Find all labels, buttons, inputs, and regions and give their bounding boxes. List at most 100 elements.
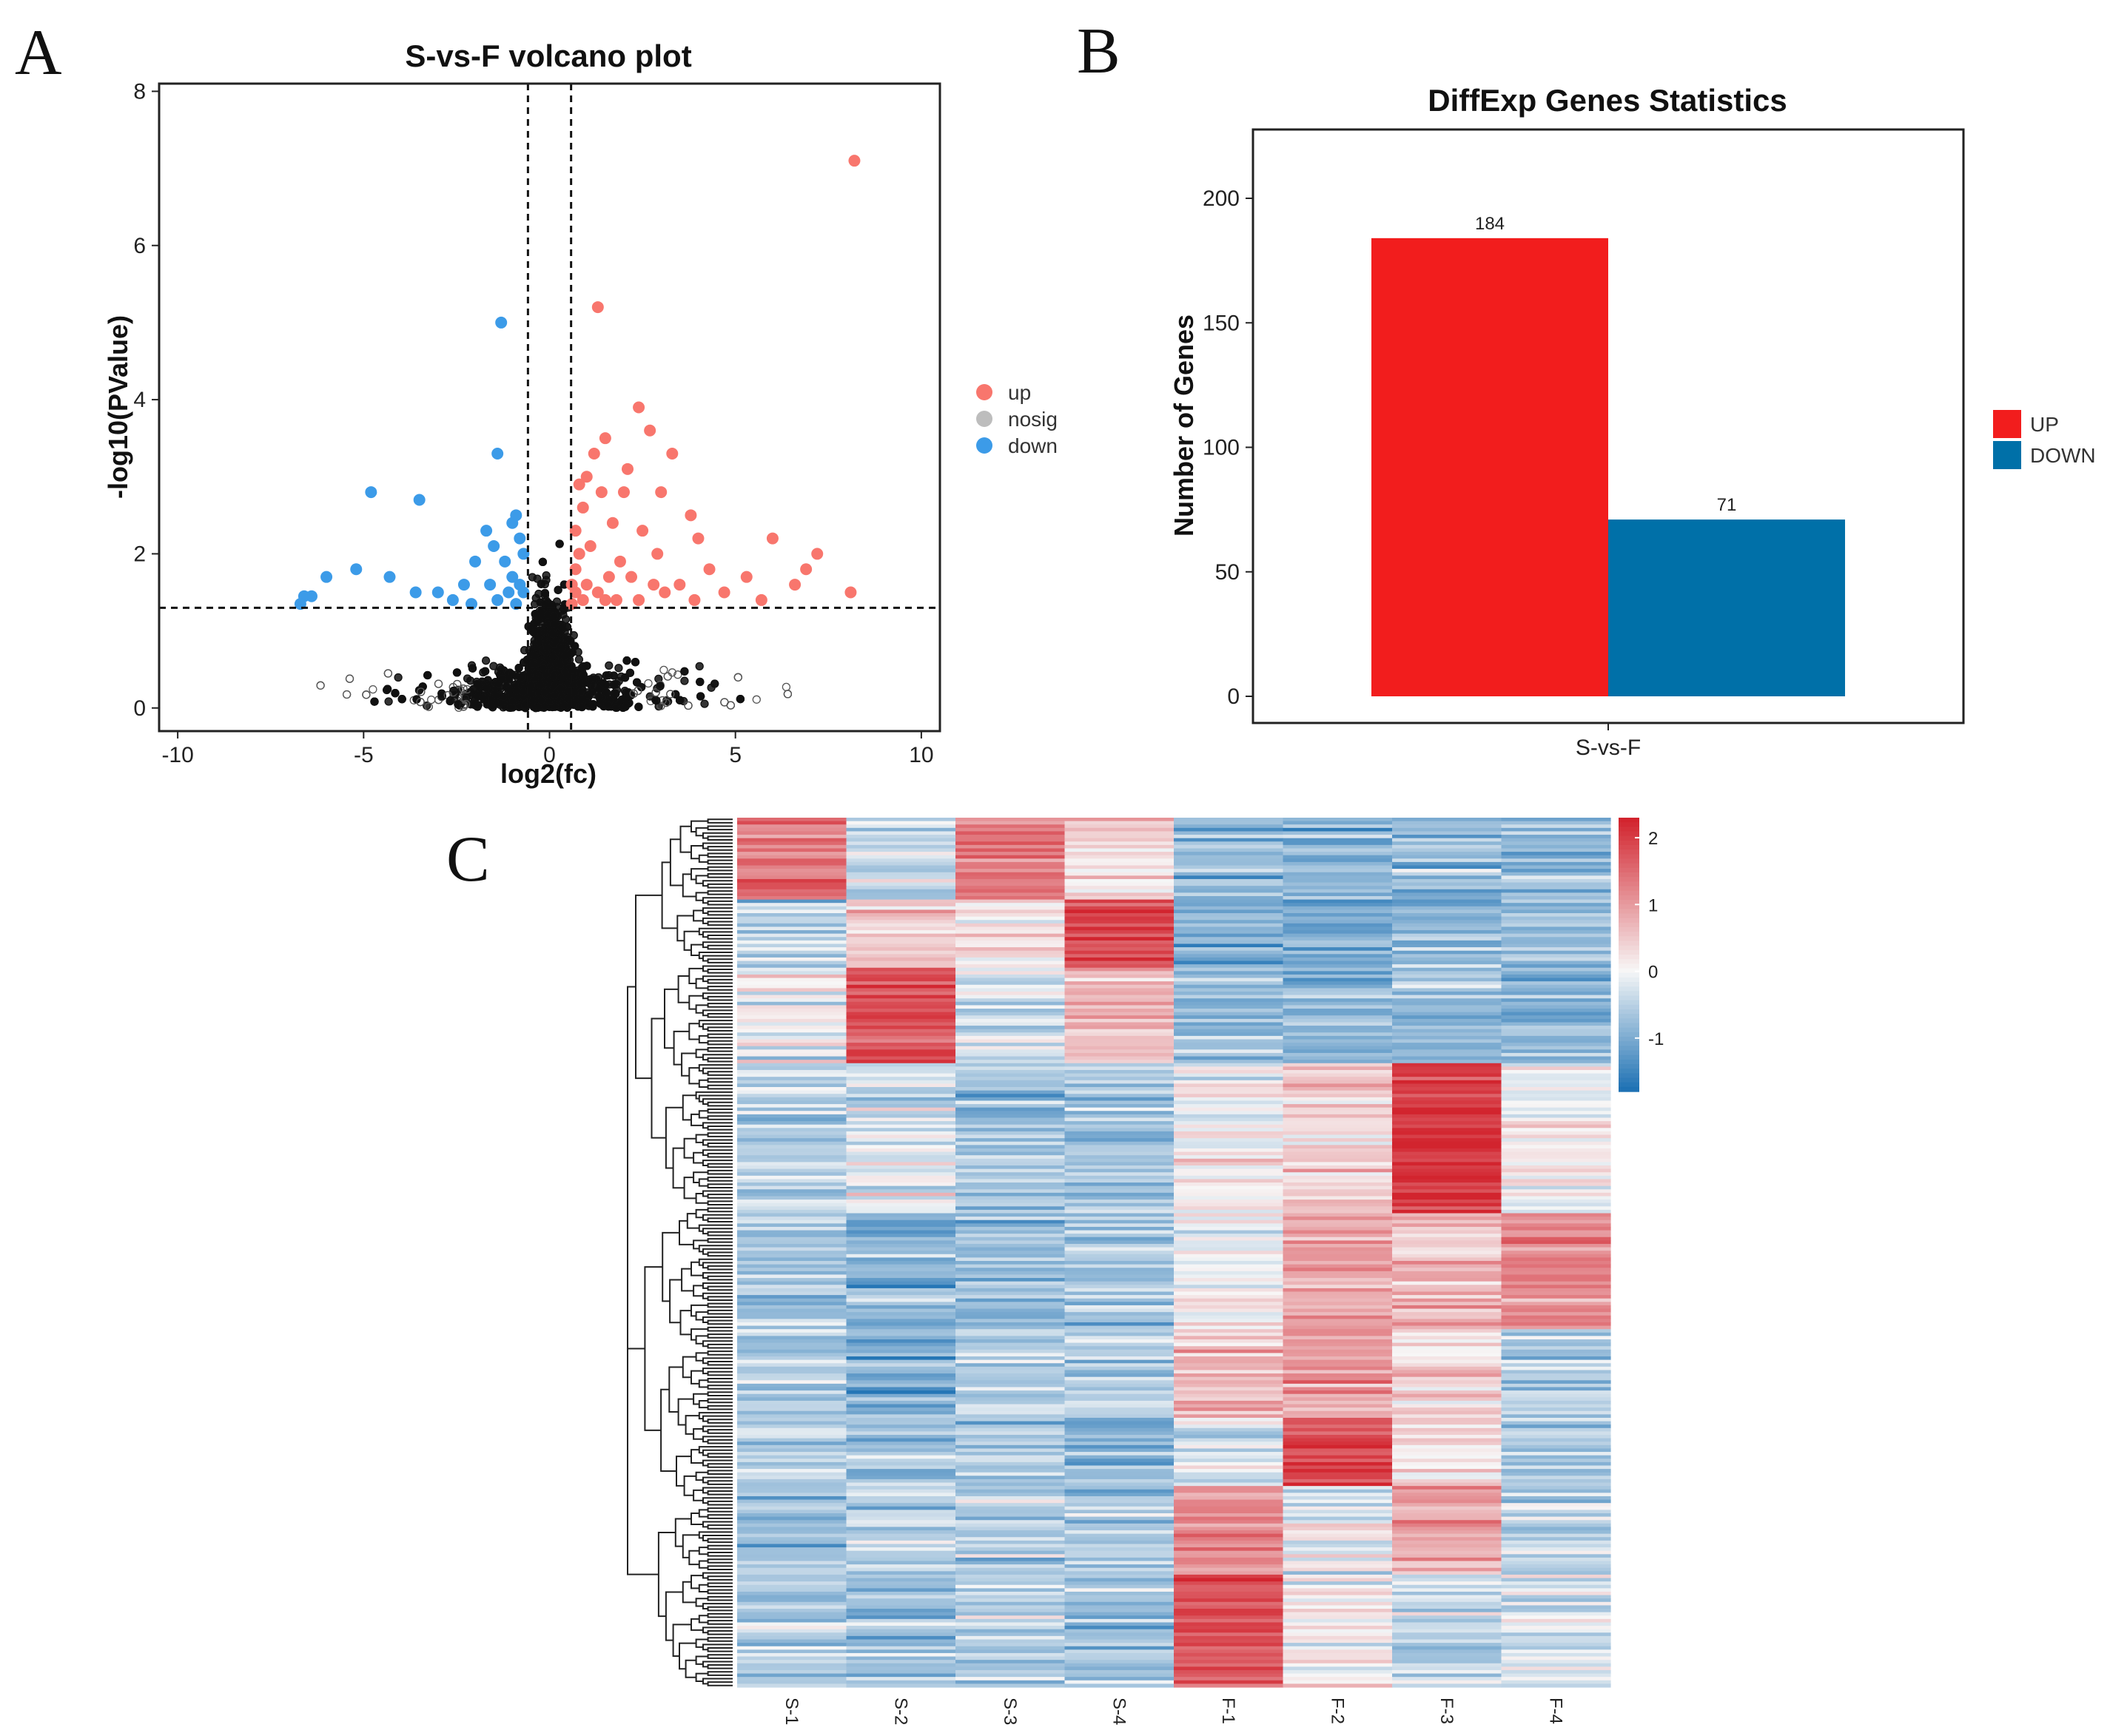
heatmap-cell (1392, 1141, 1502, 1145)
heatmap-cell (737, 1503, 847, 1507)
heatmap-cell (1283, 992, 1393, 996)
nosig-point (733, 673, 742, 682)
heatmap-cell (1064, 1622, 1175, 1626)
dendrogram-branch (665, 1106, 683, 1169)
heatmap-cell (1174, 1226, 1284, 1231)
heatmap-cell (1392, 1230, 1502, 1234)
nosig-point (609, 680, 619, 690)
heatmap-cell (1174, 1295, 1284, 1299)
heatmap-cell (846, 954, 956, 958)
nosig-point (342, 690, 352, 699)
heatmap-cell (1392, 1649, 1502, 1654)
heatmap-cell (1283, 1104, 1393, 1108)
heatmap-cell (1283, 1400, 1393, 1405)
heatmap-cell (1174, 835, 1284, 839)
dendrogram-branch (693, 1393, 708, 1405)
nosig-point (424, 702, 433, 711)
heatmap-cell (1392, 1438, 1502, 1442)
heatmap-cell (1392, 974, 1502, 979)
heatmap-cell (1392, 1404, 1502, 1408)
heatmap-cell (955, 1172, 1066, 1177)
up-point (655, 486, 668, 499)
heatmap-cell (1392, 1629, 1502, 1633)
heatmap-cell (737, 1302, 847, 1306)
heatmap-cell (846, 1319, 956, 1323)
heatmap-cell (846, 1561, 956, 1565)
heatmap-cell (1283, 1039, 1393, 1043)
down-point (350, 563, 363, 576)
nosig-point (449, 686, 458, 696)
heatmap-cell (1174, 1134, 1284, 1139)
nosig-point (474, 681, 483, 690)
heatmap-cell (955, 892, 1066, 897)
heatmap-cell (846, 1165, 956, 1170)
dendrogram-branch (707, 1377, 733, 1383)
heatmap-cell (846, 1520, 956, 1524)
heatmap-cell (846, 1591, 956, 1596)
up-point (625, 571, 638, 583)
heatmap-cell (846, 1111, 956, 1115)
heatmap-cell (955, 1380, 1066, 1385)
heatmap-cell (1064, 1533, 1175, 1538)
heatmap-cell (1064, 1278, 1175, 1282)
heatmap-cell (1283, 1649, 1393, 1654)
heatmap-cell (1283, 1520, 1393, 1524)
heatmap-cell (737, 1363, 847, 1367)
heatmap-cell (1392, 1209, 1502, 1214)
heatmap-cell (846, 1438, 956, 1442)
heatmap-cell (846, 1567, 956, 1572)
heatmap-cell (846, 1029, 956, 1033)
heatmap-cell (1392, 1387, 1502, 1391)
dendrogram-branch (707, 1047, 733, 1052)
heatmap-cell (1283, 1295, 1393, 1299)
heatmap-cell (1174, 923, 1284, 928)
heatmap-cell (1392, 1581, 1502, 1586)
heatmap-cell (1064, 1285, 1175, 1289)
heatmap-cell (1283, 964, 1393, 969)
heatmap-cell (1283, 1618, 1393, 1624)
heatmap-cell (1064, 1629, 1175, 1633)
heatmap-cell (955, 1530, 1066, 1535)
heatmap-cell (1501, 1353, 1611, 1357)
heatmap-cell (955, 947, 1066, 952)
heatmap-cell (846, 1285, 956, 1289)
heatmap-cell (1064, 1489, 1175, 1493)
dendrogram-branch (707, 921, 733, 926)
heatmap-cell (1501, 1148, 1611, 1153)
heatmap-cell (1392, 1274, 1502, 1279)
heatmap-cell (1501, 1325, 1611, 1330)
heatmap-cell (955, 1349, 1066, 1354)
nosig-point (481, 656, 491, 665)
heatmap-cell (1501, 844, 1611, 850)
heatmap-cell (846, 1264, 956, 1268)
heatmap-cell (1392, 892, 1502, 897)
heatmap-cell (1064, 1073, 1175, 1077)
heatmap-cell (1174, 1663, 1284, 1667)
heatmap-cell (1392, 835, 1502, 839)
heatmap-cell (737, 960, 847, 965)
nosig-point (528, 573, 537, 582)
heatmap-cell (846, 1305, 956, 1310)
heatmap-cell (1283, 1063, 1393, 1067)
heatmap-cell (1392, 1635, 1502, 1641)
heatmap-cell (737, 882, 847, 886)
heatmap-cell (846, 1353, 956, 1357)
heatmap-cell (737, 1461, 847, 1467)
heatmap-cell (955, 1393, 1066, 1398)
heatmap-cell (1174, 1547, 1284, 1552)
heatmap-cell (1501, 1162, 1611, 1166)
heatmap-cell (846, 1138, 956, 1143)
heatmap-cell (1392, 1444, 1502, 1450)
heatmap-cell (1283, 1397, 1393, 1402)
up-point (577, 593, 589, 606)
heatmap-cell (1392, 1319, 1502, 1323)
heatmap-cell (1392, 1257, 1502, 1262)
dendrogram-branch (707, 1470, 733, 1476)
panel-letter-c: C (446, 824, 490, 895)
heatmap-cell (737, 869, 847, 873)
heatmap-cell (1064, 1295, 1175, 1299)
heatmap-cell (1392, 1087, 1502, 1091)
heatmap-cell (1174, 1291, 1284, 1296)
heatmap-cell (846, 1652, 956, 1658)
heatmap-cell (1392, 1513, 1502, 1518)
